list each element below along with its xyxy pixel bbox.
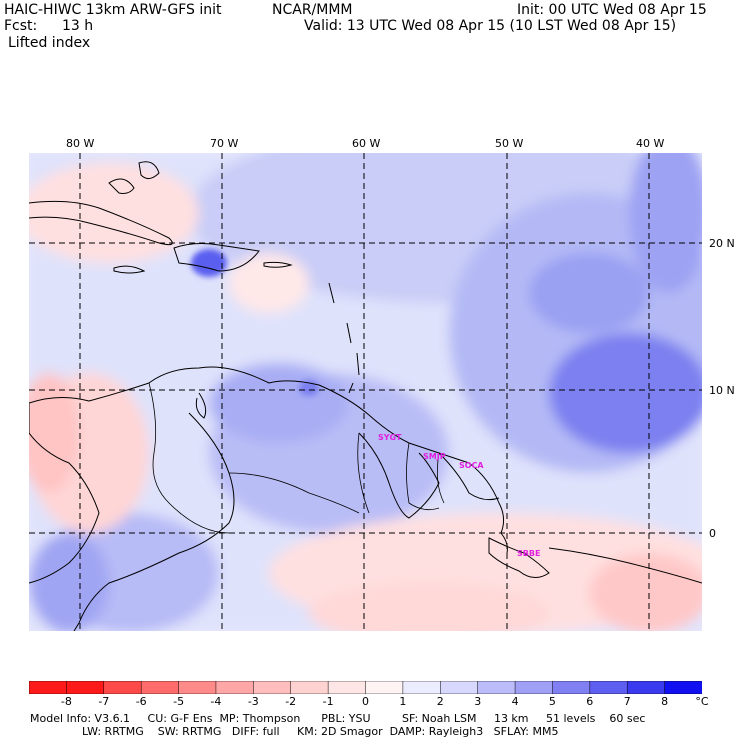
legend-tick-label: -1 bbox=[322, 695, 334, 708]
legend-swatch bbox=[626, 681, 666, 694]
legend-tick-label: 7 bbox=[623, 695, 631, 708]
legend-tick-label: -6 bbox=[135, 695, 147, 708]
legend-tick-label: 1 bbox=[399, 695, 407, 708]
lon-label-50w: 50 W bbox=[495, 137, 524, 150]
legend-tick-label: 2 bbox=[436, 695, 444, 708]
model-info-line2: LW: RRTMG SW: RRTMG DIFF: full KM: 2D Sm… bbox=[82, 725, 559, 738]
legend-swatch bbox=[664, 681, 702, 694]
legend-tick-label: 4 bbox=[511, 695, 519, 708]
borders bbox=[148, 382, 445, 534]
legend-colorbar bbox=[29, 681, 702, 694]
legend-tick-label: 0 bbox=[362, 695, 369, 708]
legend-swatch bbox=[327, 681, 367, 694]
station-soca: SOCA bbox=[459, 461, 484, 470]
legend-tick-label: -4 bbox=[210, 695, 222, 708]
legend-swatch bbox=[402, 681, 442, 694]
lifted-index-map bbox=[29, 153, 702, 631]
legend-tick-label: 5 bbox=[548, 695, 556, 708]
grid-lines bbox=[29, 153, 702, 631]
legend-swatch bbox=[140, 681, 180, 694]
field-name: Lifted index bbox=[8, 35, 91, 51]
legend-swatch bbox=[215, 681, 255, 694]
legend-tick-label: -5 bbox=[173, 695, 185, 708]
legend-swatch bbox=[365, 681, 404, 694]
legend-swatch bbox=[103, 681, 142, 694]
station-sygt: SYGT bbox=[378, 433, 402, 442]
legend-swatch bbox=[514, 681, 554, 694]
legend-swatch bbox=[477, 681, 516, 694]
coastlines bbox=[29, 161, 702, 631]
valid-time: Valid: 13 UTC Wed 08 Apr 15 (10 LST Wed … bbox=[304, 18, 677, 34]
lat-label-10n: 10 N bbox=[709, 384, 735, 397]
forecast-hour: 13 h bbox=[62, 18, 94, 34]
legend-tick-label: 8 bbox=[661, 695, 669, 708]
lat-label-20n: 20 N bbox=[709, 237, 735, 250]
legend-swatch bbox=[440, 681, 479, 694]
legend-swatch bbox=[290, 681, 329, 694]
legend-swatch bbox=[589, 681, 628, 694]
lon-label-80w: 80 W bbox=[66, 137, 95, 150]
lon-label-60w: 60 W bbox=[352, 137, 381, 150]
legend-tick-label: -8 bbox=[60, 695, 72, 708]
legend-swatch bbox=[253, 681, 292, 694]
legend-tick-label: 3 bbox=[474, 695, 482, 708]
lon-label-70w: 70 W bbox=[210, 137, 239, 150]
legend-tick-label: -2 bbox=[285, 695, 297, 708]
legend-tick-label: -3 bbox=[247, 695, 259, 708]
station-sbbe: SBBE bbox=[517, 549, 541, 558]
legend-swatch bbox=[29, 681, 68, 694]
model-title: HAIC-HIWC 13km ARW-GFS init bbox=[4, 2, 222, 18]
lon-label-40w: 40 W bbox=[636, 137, 665, 150]
field-shading bbox=[29, 153, 702, 631]
station-smjp: SMJP bbox=[423, 452, 446, 461]
legend-tick-label: 6 bbox=[586, 695, 594, 708]
center-label: NCAR/MMM bbox=[272, 2, 353, 18]
lat-label-0: 0 bbox=[709, 527, 716, 540]
forecast-label: Fcst: bbox=[4, 18, 38, 34]
init-time: Init: 00 UTC Wed 08 Apr 15 bbox=[517, 2, 707, 18]
legend-tick-label: -7 bbox=[98, 695, 110, 708]
legend-swatch bbox=[178, 681, 217, 694]
legend-swatch bbox=[66, 681, 105, 694]
model-info-line1: Model Info: V3.6.1 CU: G-F Ens MP: Thomp… bbox=[30, 712, 646, 725]
legend-unit: °C bbox=[695, 695, 709, 708]
legend-swatch bbox=[552, 681, 591, 694]
